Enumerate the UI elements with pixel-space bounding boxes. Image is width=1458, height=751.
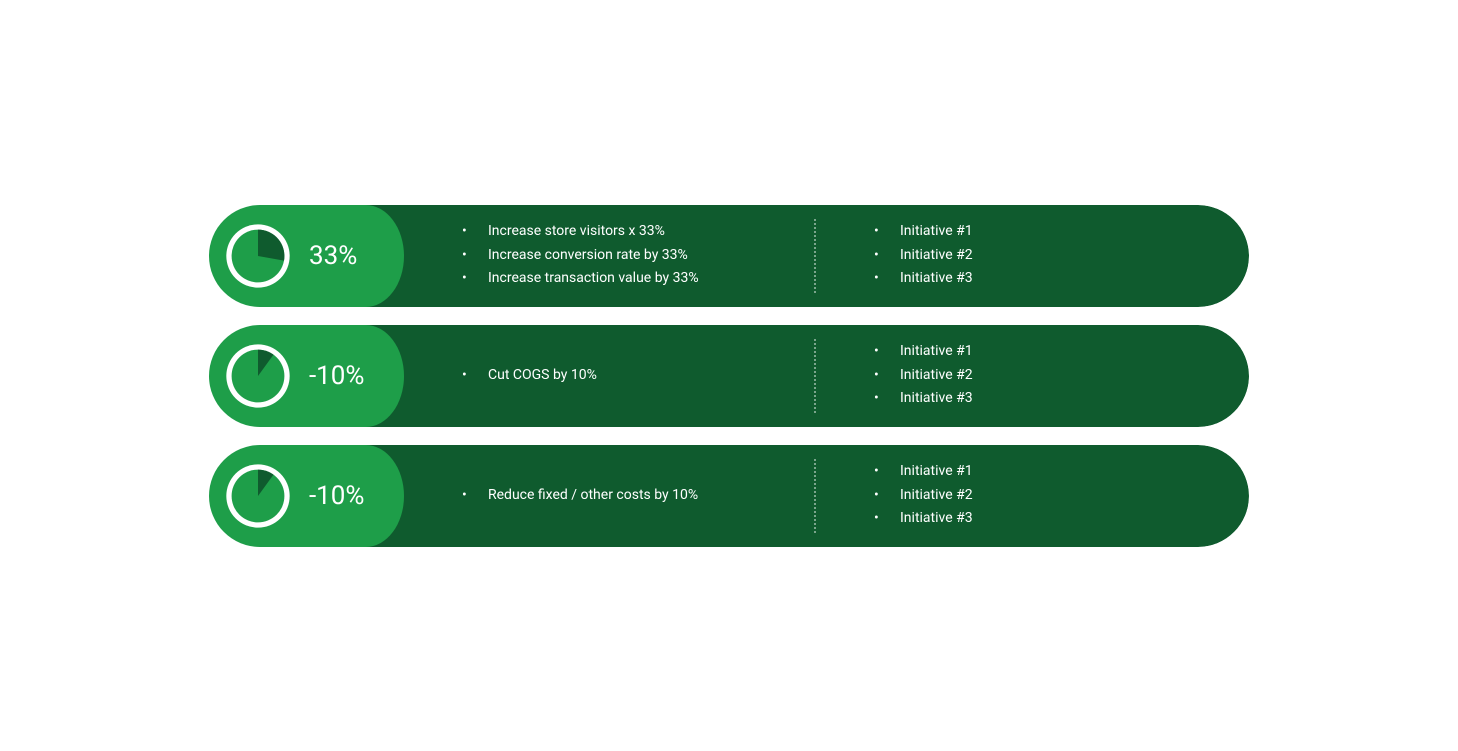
list-item: Initiative #1	[866, 460, 1229, 484]
list-item: Initiative #3	[866, 267, 1229, 291]
row-3-right-col: Initiative #1Initiative #2Initiative #3	[816, 460, 1249, 531]
list-item: Cut COGS by 10%	[454, 364, 794, 388]
list-item: Initiative #3	[866, 507, 1229, 531]
bullet-list: Reduce fixed / other costs by 10%	[454, 484, 794, 508]
row-3-badge: -10%	[209, 445, 404, 547]
row-1-content: Increase store visitors x 33%Increase co…	[364, 205, 1249, 307]
list-item: Initiative #2	[866, 484, 1229, 508]
row-1-left-col: Increase store visitors x 33%Increase co…	[434, 220, 814, 291]
row-2-pct: -10%	[309, 361, 364, 391]
list-item: Increase store visitors x 33%	[454, 220, 794, 244]
bullet-list: Initiative #1Initiative #2Initiative #3	[866, 460, 1229, 531]
list-item: Increase conversion rate by 33%	[454, 244, 794, 268]
row-1-right-col: Initiative #1Initiative #2Initiative #3	[816, 220, 1249, 291]
infographic-container: 33% Increase store visitors x 33%Increas…	[209, 205, 1249, 547]
row-2-badge: -10%	[209, 325, 404, 427]
row-2-right-col: Initiative #1Initiative #2Initiative #3	[816, 340, 1249, 411]
row-3-pct: -10%	[309, 481, 364, 511]
list-item: Increase transaction value by 33%	[454, 267, 794, 291]
bullet-list: Increase store visitors x 33%Increase co…	[454, 220, 794, 291]
pie-icon	[225, 463, 291, 529]
pie-icon	[225, 223, 291, 289]
row-2-left-col: Cut COGS by 10%	[434, 364, 814, 388]
row-2-content: Cut COGS by 10% Initiative #1Initiative …	[364, 325, 1249, 427]
list-item: Initiative #2	[866, 244, 1229, 268]
bullet-list: Initiative #1Initiative #2Initiative #3	[866, 340, 1229, 411]
row-3-left-col: Reduce fixed / other costs by 10%	[434, 484, 814, 508]
row-3: -10% Reduce fixed / other costs by 10% I…	[209, 445, 1249, 547]
list-item: Initiative #1	[866, 220, 1229, 244]
list-item: Initiative #1	[866, 340, 1229, 364]
row-1-pct: 33%	[309, 241, 357, 271]
row-2: -10% Cut COGS by 10% Initiative #1Initia…	[209, 325, 1249, 427]
list-item: Reduce fixed / other costs by 10%	[454, 484, 794, 508]
bullet-list: Initiative #1Initiative #2Initiative #3	[866, 220, 1229, 291]
row-1: 33% Increase store visitors x 33%Increas…	[209, 205, 1249, 307]
pie-icon	[225, 343, 291, 409]
bullet-list: Cut COGS by 10%	[454, 364, 794, 388]
list-item: Initiative #2	[866, 364, 1229, 388]
row-3-content: Reduce fixed / other costs by 10% Initia…	[364, 445, 1249, 547]
list-item: Initiative #3	[866, 387, 1229, 411]
row-1-badge: 33%	[209, 205, 404, 307]
